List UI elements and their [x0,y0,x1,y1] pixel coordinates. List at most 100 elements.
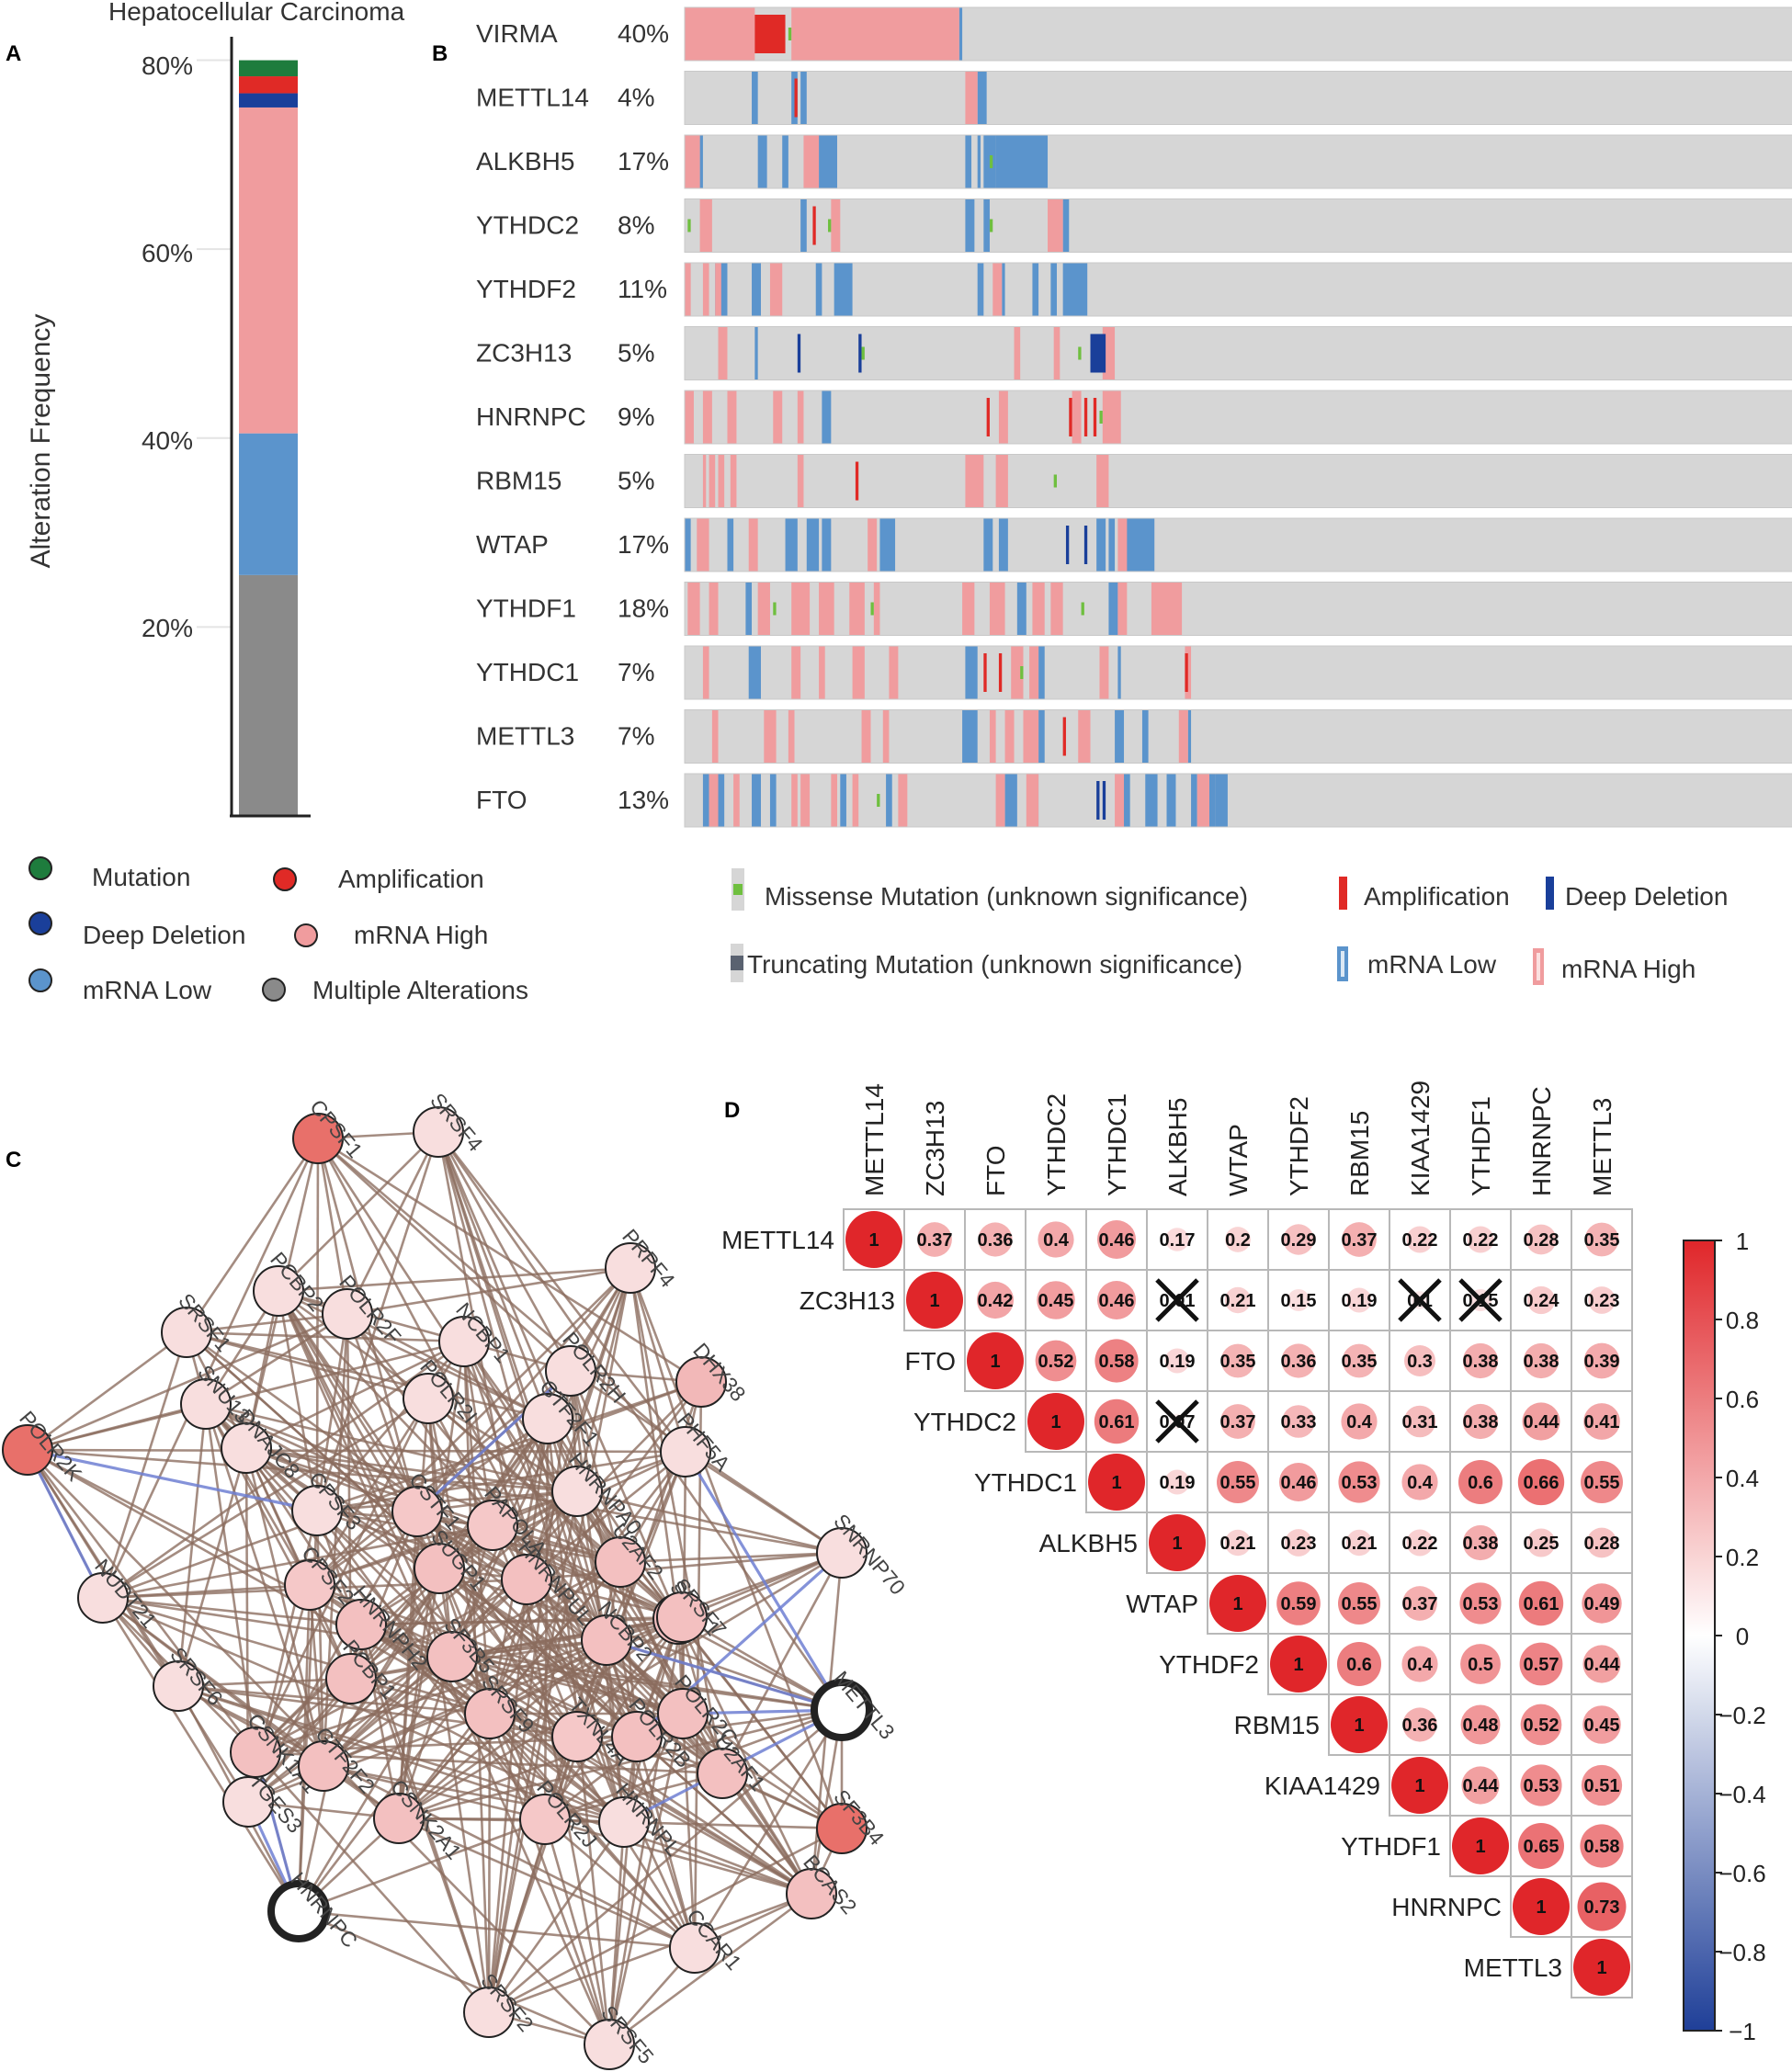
mrna-high-cell [1117,582,1128,636]
network-edge-other [684,1451,844,1711]
oncoprint-row-wtap: WTAP 17% [476,517,1792,572]
network-edge [629,1267,687,1453]
correlation-circle [1462,1403,1499,1440]
correlation-circle [967,1332,1024,1389]
mrna-low-cell [699,135,703,188]
correlation-value: 0.44 [1524,1412,1560,1432]
network-edge [27,1330,187,1452]
mrna-high-cell [718,326,728,380]
correlation-circle [1341,1403,1378,1440]
network-edge [350,1638,607,1681]
correlation-value: 0.52 [1038,1352,1074,1372]
amplification-cell [1083,398,1088,436]
node-circle [291,1485,343,1536]
row-label: ZC3H13 [800,1286,895,1315]
colorbar-tick-label: 0.4 [1726,1465,1759,1492]
network-edge [526,1579,723,1774]
correlation-value: 0.44 [1584,1655,1621,1675]
gene-label: YTHDF2 [476,275,576,303]
gene-frequency: 11% [618,275,667,303]
unaltered-background [685,774,1792,827]
network-edge [693,1709,844,1949]
network-edge [244,1447,325,1767]
network-edge [488,1709,843,2013]
network-edge [101,1331,188,1599]
bar-segment-mrna-low [239,433,298,575]
correlation-value: 1 [929,1291,939,1311]
mrna-high-cell [1197,774,1209,827]
correlation-value: 0.41 [1584,1412,1620,1432]
correlation-circle [1462,1342,1499,1379]
network-edge [101,1597,301,1912]
legend-b-mrna-low-label: mRNA Low [1367,950,1497,979]
correlation-value: 0.46 [1281,1473,1317,1493]
correlation-value: 1 [1050,1412,1060,1432]
legend-missense-label: Missense Mutation (unknown significance) [765,882,1248,911]
mrna-low-cell [800,198,807,253]
unaltered-background [685,454,1792,508]
mrna-low-cell [718,774,725,827]
network-edge [316,1341,465,1512]
correlation-circle [1457,1459,1503,1505]
mrna-low-cell [752,263,761,316]
row-label: METTL3 [1464,1953,1562,1982]
network-edge [245,1446,578,1493]
row-border [684,709,1792,764]
row-border [684,198,1792,253]
network-edge [298,1909,610,2046]
network-edge [526,1450,686,1581]
colorbar-tick-label: 1 [1736,1228,1749,1255]
correlation-value: 0.53 [1342,1473,1378,1493]
mrna-low-cell [800,71,807,125]
mrna-high-cell [1178,709,1188,764]
node-circle [501,1554,552,1605]
network-edge [205,1312,348,1406]
column-label-rbm15: RBM15 [1345,1111,1374,1196]
node-circle [2,1424,53,1476]
network-node-srsf6: SRSF6 [153,1643,228,1712]
colorbar-tick-label: −0.6 [1718,1860,1765,1887]
mrna-high-cell [697,518,709,572]
row-border [684,6,1792,62]
mrna-low-cell [1117,646,1121,699]
correlation-value: 0.6 [1468,1473,1493,1493]
legend-deep-deletion-label: Deep Deletion [83,921,245,949]
mrna-high-cell [819,646,825,699]
mrna-high-cell [685,135,700,188]
mrna-low-cell [822,518,832,572]
correlation-circle [1149,1514,1206,1571]
mrna-high-cell [769,263,783,316]
network-node-cpsf1: CPSF1 [292,1095,368,1164]
network-edge [437,1131,573,1372]
amplification-cell [855,461,859,501]
bar-segment-multiple-alterations [239,574,298,816]
correlation-circle [1580,1824,1624,1868]
correlation-circle [1402,1586,1437,1621]
column-label-mettl14: METTL14 [860,1083,889,1196]
panel-a-title: Hepatocellular Carcinoma [108,0,405,26]
correlation-circle [1518,1823,1564,1869]
node-circle [463,1987,515,2038]
legend-truncating-label: Truncating Mutation (unknown significanc… [747,950,1242,979]
network-edge [489,1617,679,1715]
unaltered-background [685,582,1792,636]
mrna-high-cell [797,391,804,444]
node-circle [605,1242,656,1294]
row-border [684,773,1792,828]
correlation-value: 0.24 [1524,1291,1560,1311]
row-border [684,326,1792,380]
network-edge [244,1290,280,1449]
colorbar-tick-label: −1 [1729,2018,1756,2045]
gene-frequency: 5% [618,467,654,495]
gene-label: WTAP [476,530,549,559]
network-edge [492,1523,683,1619]
network-edge [397,1656,454,1819]
missense-cell [1053,474,1057,488]
network-edge [177,1684,812,1896]
nonsignificant-cross [1155,1399,1199,1444]
legend-b-amplification-label: Amplification [1364,882,1510,911]
mrna-high-cell [1096,454,1109,508]
mrna-high-cell [687,582,700,636]
panel-a-stacked-bar: Hepatocellular Carcinoma Alteration Freq… [26,0,528,1004]
correlation-value: 0.55 [1220,1473,1256,1493]
